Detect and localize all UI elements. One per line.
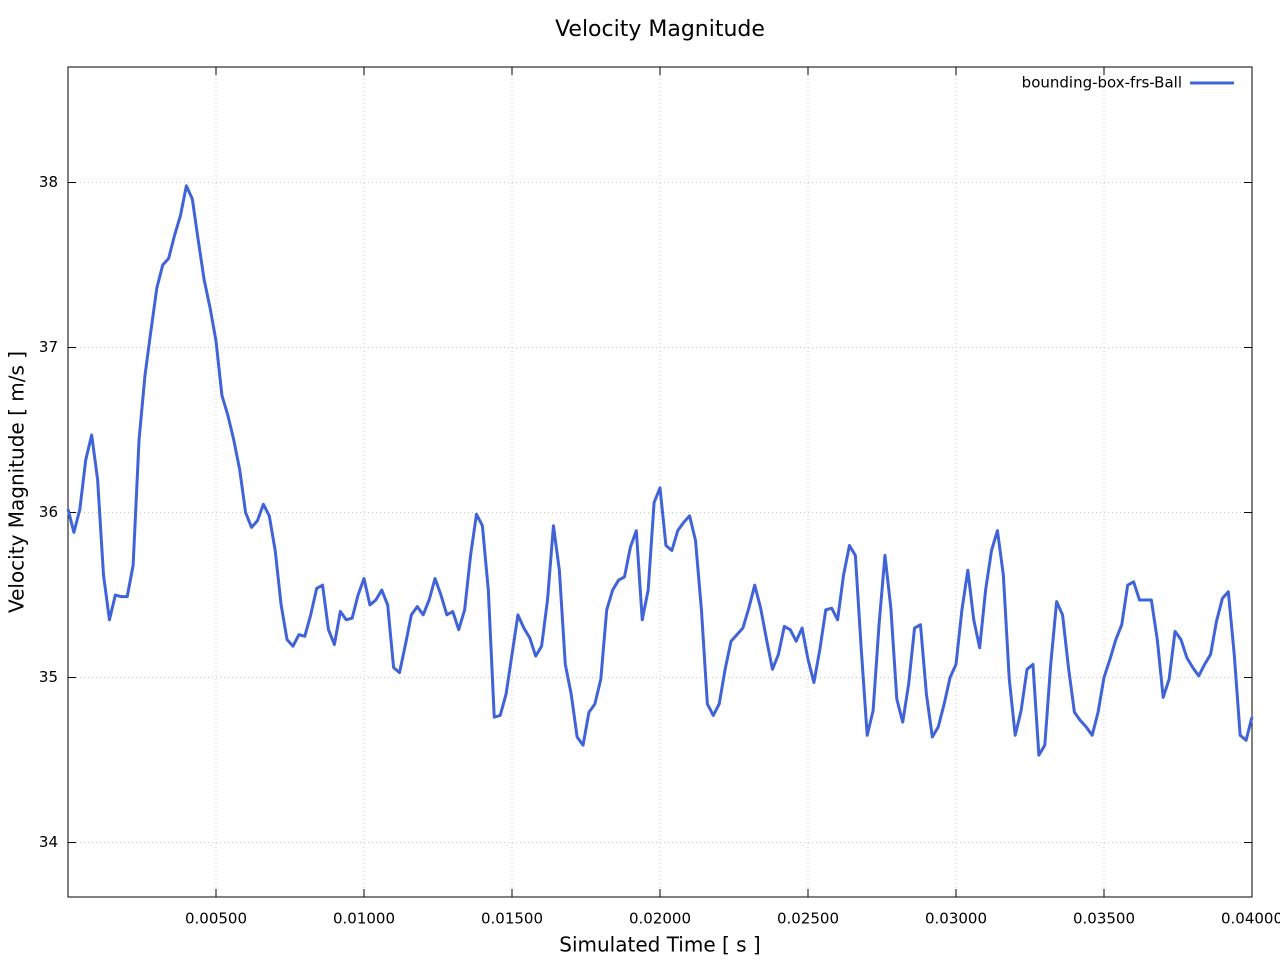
x-tick-label: 0.04000 bbox=[1221, 910, 1280, 928]
y-tick-label: 36 bbox=[39, 503, 58, 521]
legend-label: bounding-box-frs-Ball bbox=[1022, 74, 1182, 92]
y-tick-label: 35 bbox=[39, 668, 58, 686]
x-tick-label: 0.01500 bbox=[481, 910, 543, 928]
plot-frame bbox=[67, 66, 1253, 898]
x-tick-label: 0.03500 bbox=[1073, 910, 1135, 928]
x-tick-label: 0.01000 bbox=[333, 910, 395, 928]
x-tick-label: 0.02500 bbox=[777, 910, 839, 928]
x-tick-label: 0.00500 bbox=[185, 910, 247, 928]
y-axis-label: Velocity Magnitude [ m/s ] bbox=[5, 351, 29, 613]
chart-title: Velocity Magnitude bbox=[555, 17, 765, 42]
x-tick-label: 0.03000 bbox=[925, 910, 987, 928]
x-axis-label: Simulated Time [ s ] bbox=[559, 933, 760, 957]
y-tick-label: 34 bbox=[39, 833, 58, 851]
y-tick-label: 37 bbox=[39, 338, 58, 356]
data-line bbox=[66, 184, 1254, 757]
y-tick-label: 38 bbox=[39, 173, 58, 191]
x-tick-label: 0.02000 bbox=[629, 910, 691, 928]
